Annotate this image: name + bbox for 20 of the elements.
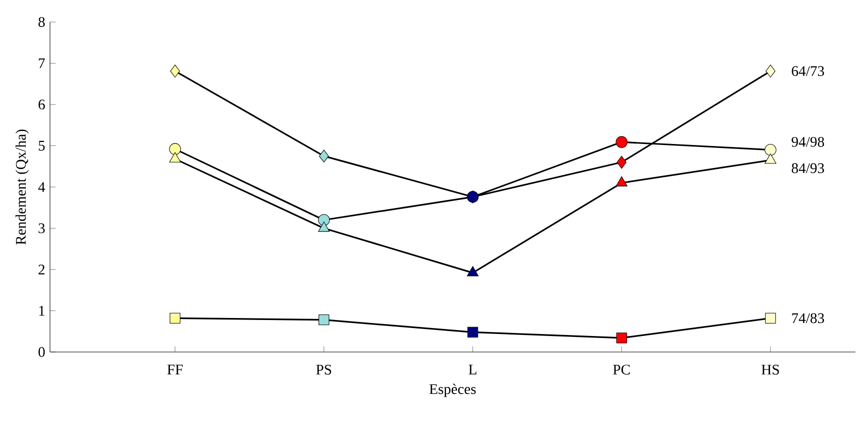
x-tick-label: FF: [167, 364, 183, 374]
series-label: 94/98: [792, 136, 824, 147]
x-tick-label: PS: [316, 364, 332, 375]
x-tick-label: L: [468, 364, 476, 374]
y-tick-label: 0: [38, 347, 45, 357]
y-axis-title: Rendement (Qx/ha): [16, 130, 29, 245]
series-label: 64/73: [792, 66, 824, 76]
y-tick-label: 1: [39, 306, 44, 316]
x-axis-title: Espèces: [429, 384, 476, 398]
y-tick-label: 3: [38, 223, 45, 234]
y-tick-label: 2: [38, 264, 44, 274]
x-tick-label: HS: [762, 364, 779, 375]
y-tick-label: 6: [38, 100, 45, 110]
series-label: 74/83: [792, 313, 824, 324]
y-tick-label: 8: [38, 17, 45, 27]
y-tick-label: 4: [38, 182, 46, 192]
y-tick-label: 7: [38, 58, 45, 68]
y-tick-label: 5: [38, 140, 45, 151]
series-label: 84/93: [792, 163, 824, 174]
x-tick-label: PC: [613, 364, 630, 375]
